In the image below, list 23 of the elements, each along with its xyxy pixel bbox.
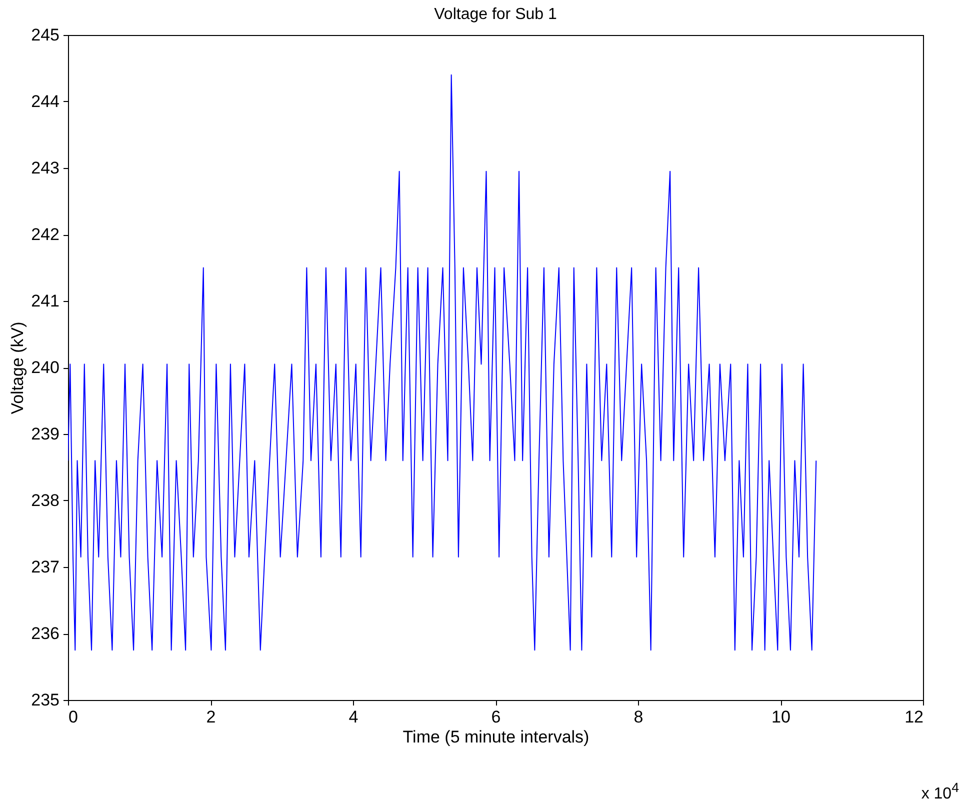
line-series: [68, 74, 817, 651]
y-tick-label: 244: [31, 92, 60, 111]
y-axis-title: Voltage (kV): [8, 322, 28, 414]
x-tick-label: 4: [348, 708, 358, 726]
chart-title: Voltage for Sub 1: [434, 6, 557, 23]
x-tick-label: 0: [68, 708, 78, 726]
y-tick-label: 240: [31, 358, 60, 377]
x-tick-label: 2: [206, 708, 216, 726]
x-tick-label: 8: [634, 708, 644, 726]
y-tick-label: 241: [31, 292, 60, 310]
y-tick-label: 237: [31, 558, 60, 576]
x-tick-label: 10: [772, 708, 790, 726]
y-tick-label: 239: [31, 424, 60, 444]
y-tick-label: 235: [31, 690, 60, 710]
text: x 10$^{4}$: [921, 780, 959, 803]
y-tick-label: 238: [31, 491, 60, 510]
y-tick-label: 236: [31, 624, 60, 643]
x-tick-label: 12: [904, 708, 924, 726]
y-tick-label: 245: [31, 26, 60, 44]
x-tick-label: 6: [491, 708, 501, 726]
y-tick-label: 243: [31, 158, 60, 178]
x-axis-title: Time (5 minute intervals): [402, 728, 590, 746]
y-tick-label: 242: [31, 225, 60, 244]
